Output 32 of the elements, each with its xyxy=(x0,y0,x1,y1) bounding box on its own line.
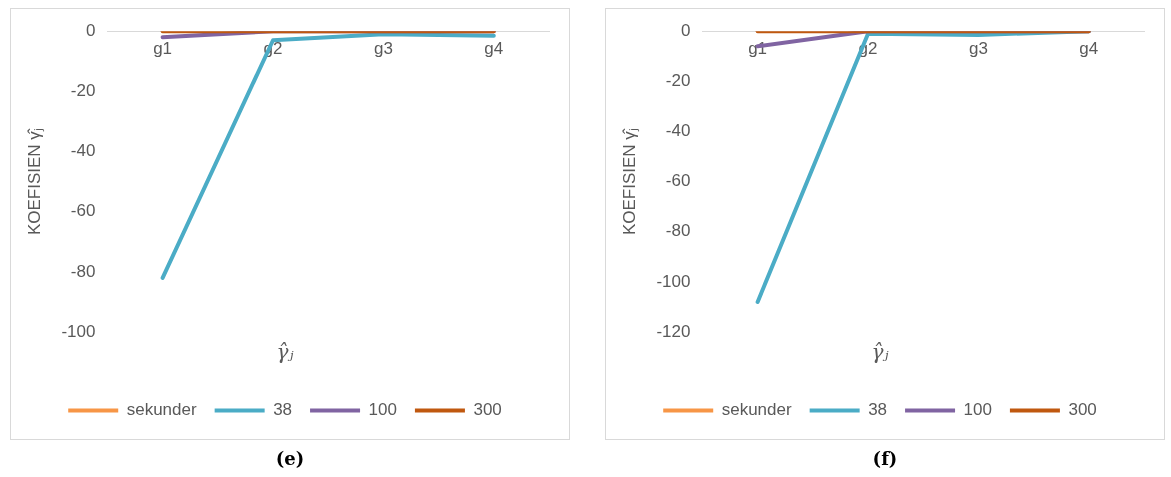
y-tick-label: -60 xyxy=(70,201,96,221)
y-tick-label: -80 xyxy=(665,221,691,241)
y-tick-label: -80 xyxy=(70,261,96,281)
x-axis-title: γ̂ⱼ xyxy=(276,340,295,365)
legend-label: 300 xyxy=(1068,400,1097,420)
x-tick-label: g4 xyxy=(484,39,504,59)
y-axis-title: KOEFISIEN γ̂ⱼ xyxy=(24,128,45,236)
x-tick-label: g3 xyxy=(968,39,988,59)
y-tick-label: 0 xyxy=(85,20,96,40)
text: (e) xyxy=(274,448,306,469)
y-axis-title: KOEFISIEN γ̂ⱼ xyxy=(619,128,640,236)
legend-label: 100 xyxy=(368,400,397,420)
x-tick-label: g1 xyxy=(153,39,173,59)
y-tick-label: -40 xyxy=(70,141,96,161)
y-tick-label: -60 xyxy=(665,171,691,191)
y-tick-label: -20 xyxy=(665,71,691,91)
y-tick-label: -100 xyxy=(61,321,96,341)
x-tick-label: g4 xyxy=(1079,39,1099,59)
y-tick-label: -20 xyxy=(70,81,96,101)
y-tick-label: -40 xyxy=(665,121,691,141)
y-tick-label: 0 xyxy=(680,20,691,40)
legend-label: 300 xyxy=(473,400,502,420)
legend-label: 38 xyxy=(273,400,293,420)
x-tick-label: g3 xyxy=(373,39,393,59)
legend-label: sekunder xyxy=(126,400,197,420)
legend-label: sekunder xyxy=(721,400,792,420)
legend-label: 100 xyxy=(963,400,992,420)
x-axis-title: γ̂ⱼ xyxy=(871,340,890,365)
legend-label: 38 xyxy=(868,400,888,420)
y-tick-label: -120 xyxy=(656,321,691,341)
y-tick-label: -100 xyxy=(656,271,691,291)
text: (f) xyxy=(871,448,899,469)
